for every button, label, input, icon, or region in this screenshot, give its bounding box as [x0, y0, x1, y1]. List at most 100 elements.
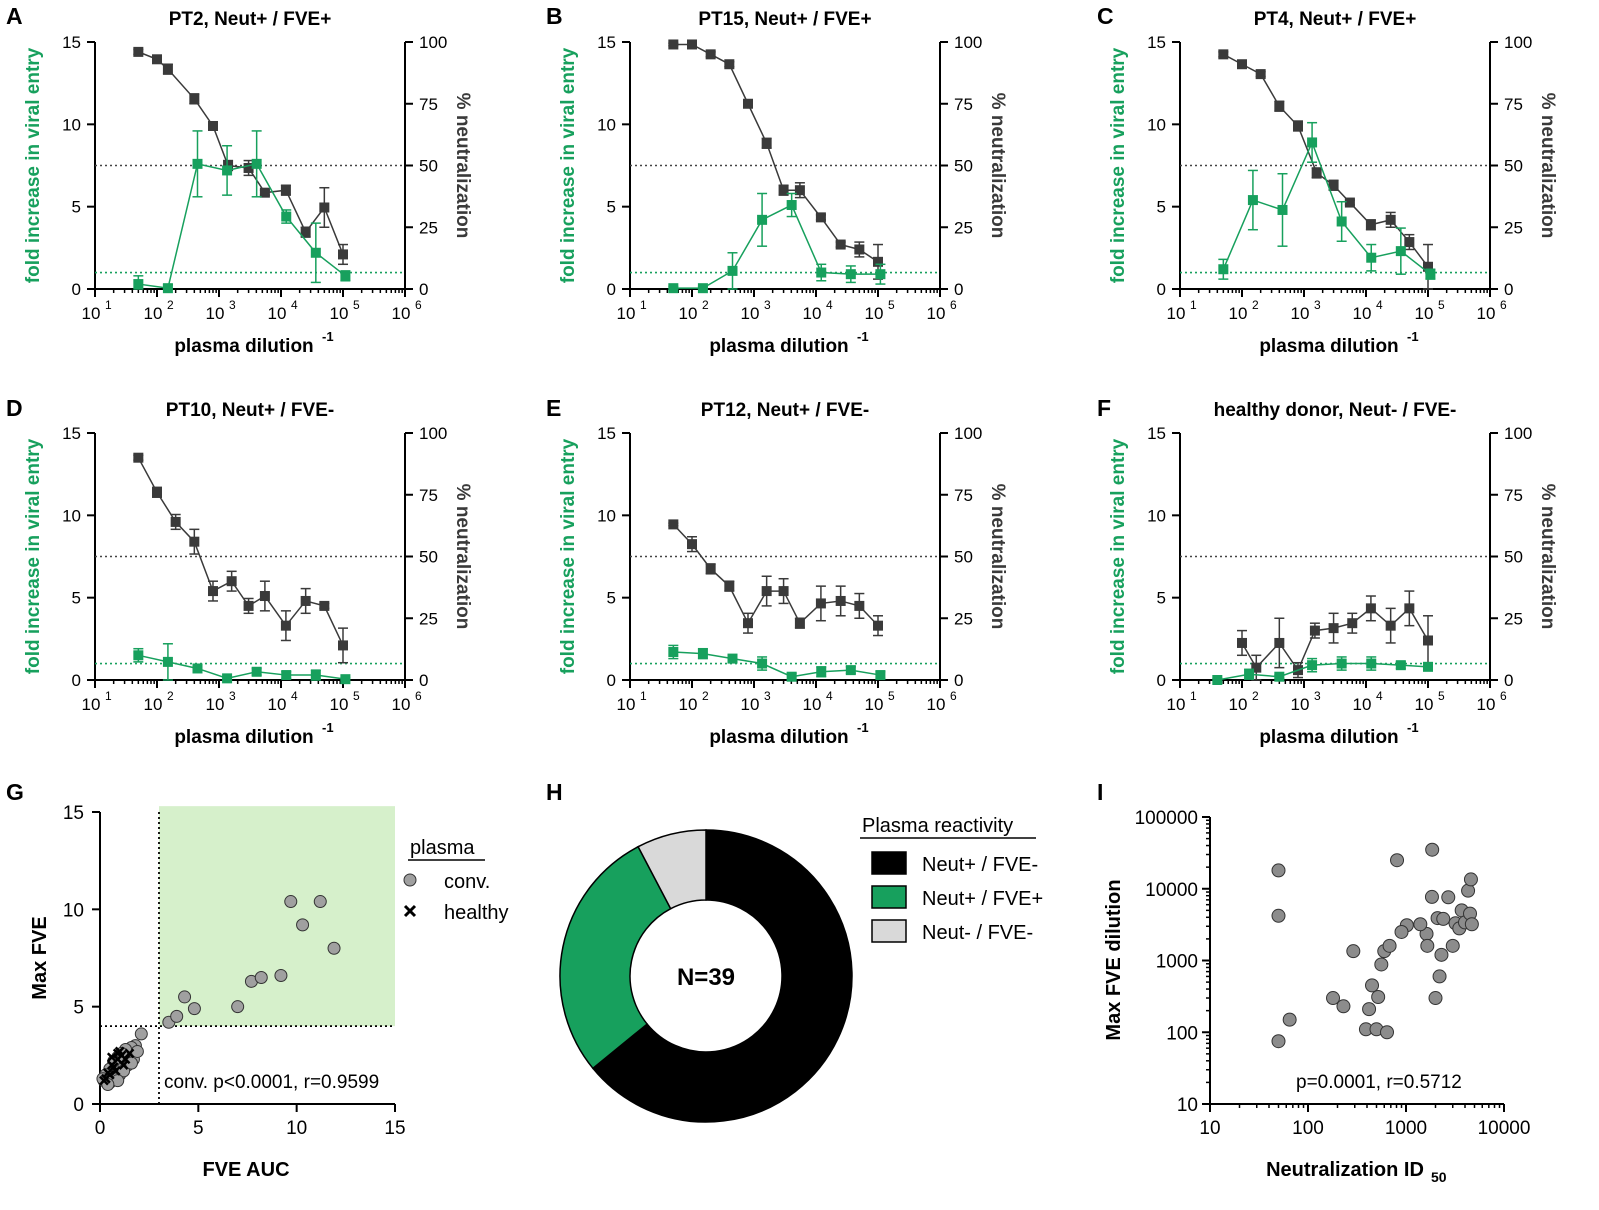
right-tick-label: 50	[954, 548, 973, 567]
fve-point	[786, 671, 797, 682]
x-tick-label: 10	[927, 695, 946, 714]
x-tick-label: 10	[392, 695, 411, 714]
neut-point	[170, 516, 181, 527]
x-tick-label: 10	[1291, 695, 1310, 714]
neut-point	[724, 59, 735, 70]
neut-point	[1274, 101, 1285, 112]
x-tick-label: 10	[865, 304, 884, 323]
x-tick-label: 10	[392, 304, 411, 323]
fve-point	[1366, 658, 1377, 669]
y-tick-label: 5	[73, 998, 84, 1019]
x-axis-label: FVE AUC	[202, 1159, 289, 1181]
healthy-point	[102, 1067, 113, 1078]
data-point	[1413, 917, 1428, 932]
neut-point	[207, 120, 218, 131]
y-tick-label: 1000	[1156, 952, 1198, 973]
x-tick-exp: 1	[640, 298, 647, 312]
fve-point	[1244, 669, 1255, 680]
fve-point	[310, 670, 321, 681]
right-tick-label: 75	[419, 486, 438, 505]
fve-point	[162, 283, 173, 294]
neut-point	[1423, 635, 1433, 646]
neut-point	[162, 64, 173, 75]
neut-point	[259, 187, 270, 198]
left-tick-label: 10	[597, 506, 616, 525]
fve-point	[757, 214, 768, 225]
conv-point	[284, 895, 298, 909]
x-tick-exp: 5	[1438, 298, 1445, 312]
legend-label: Neut+ / FVE+	[922, 888, 1043, 910]
x-tick-label: 15	[384, 1118, 405, 1139]
healthy-point	[112, 1048, 123, 1059]
fve-point	[1336, 216, 1347, 227]
x-tick-label: 10	[1199, 1118, 1220, 1139]
legend-healthy-label: healthy	[444, 902, 509, 924]
x-tick-label: 10	[1353, 695, 1372, 714]
x-tick-exp: 5	[1438, 689, 1445, 703]
x-tick-label: 10	[144, 304, 163, 323]
right-tick-label: 50	[1504, 157, 1523, 176]
right-tick-label: 100	[954, 424, 982, 443]
neut-point	[668, 519, 679, 530]
healthy-point	[99, 1075, 109, 1086]
neut-point	[1404, 603, 1415, 614]
neut-point	[1347, 618, 1358, 629]
fve-point	[251, 666, 262, 677]
neut-point	[687, 39, 697, 50]
right-tick-label: 50	[1504, 548, 1523, 567]
data-point	[1374, 957, 1389, 972]
data-point	[1463, 872, 1478, 887]
x-tick-label: 10	[803, 304, 822, 323]
neut-point	[1251, 662, 1262, 673]
legend-title: Plasma reactivity	[862, 815, 1013, 837]
panel-letter-d: D	[6, 395, 23, 421]
x-tick-exp: 3	[229, 689, 236, 703]
panel-letter-b: B	[546, 3, 563, 29]
conv-point	[296, 918, 310, 932]
right-tick-label: 75	[954, 95, 973, 114]
right-tick-label: 25	[419, 609, 438, 628]
neut-point	[1385, 214, 1396, 225]
neut-point	[705, 49, 716, 60]
left-axis-label: fold increase in viral entry	[1108, 438, 1129, 674]
x-tick-exp: 6	[950, 689, 957, 703]
y-tick-label: 15	[63, 803, 84, 824]
panel-title: PT10, Neut+ / FVE-	[166, 400, 334, 421]
fve-point	[816, 666, 827, 677]
neut-point	[815, 598, 826, 609]
panel-letter-i: I	[1097, 779, 1103, 805]
panel-i-scatter: 10 100 1000 10000 100000 10 100 1000 10000 p=0.00…	[1103, 808, 1530, 1185]
neut-point	[1292, 120, 1303, 131]
x-tick-label: 10	[1415, 304, 1434, 323]
neut-point	[1404, 237, 1415, 248]
neut-point	[1218, 49, 1229, 60]
data-point	[1390, 853, 1405, 868]
fve-point	[281, 670, 292, 681]
x-tick-label: 100	[1292, 1118, 1324, 1139]
x-tick-label: 10	[1229, 304, 1248, 323]
legend-swatch	[871, 851, 907, 875]
panel-letter-f: F	[1097, 395, 1111, 421]
stats-annotation: p=0.0001, r=0.5712	[1296, 1072, 1462, 1093]
x-tick-label: 10	[330, 304, 349, 323]
right-axis-label: % neutralization	[452, 484, 473, 630]
data-point	[1436, 911, 1451, 926]
fve-point	[697, 648, 708, 659]
neut-point	[794, 618, 805, 629]
x-axis-label: plasma dilution	[1259, 727, 1398, 748]
fve-point	[1274, 671, 1285, 682]
x-tick-exp: 3	[1314, 689, 1321, 703]
neut-point	[1385, 620, 1396, 631]
neut-point	[280, 620, 291, 631]
right-axis-label: % neutralization	[452, 93, 473, 239]
x-tick-label: 10	[1167, 304, 1186, 323]
fve-point	[816, 267, 827, 278]
neut-point	[668, 39, 679, 50]
conv-point	[187, 1002, 201, 1016]
neut-point	[1344, 197, 1355, 208]
x-tick-exp: 2	[167, 689, 174, 703]
legend-label: Neut+ / FVE-	[922, 854, 1038, 876]
fve-point	[845, 269, 856, 280]
x-tick-exp: 6	[950, 298, 957, 312]
fve-point	[133, 279, 144, 290]
